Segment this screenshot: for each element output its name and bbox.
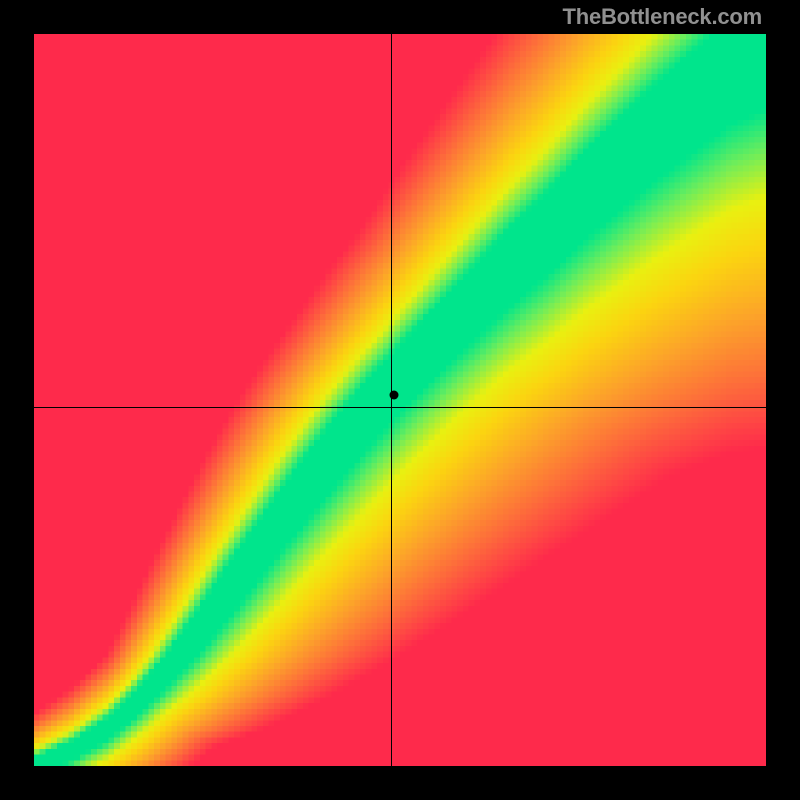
heatmap-canvas — [34, 34, 766, 766]
heatmap-plot — [34, 34, 766, 766]
crosshair-vertical — [391, 34, 392, 766]
marker-dot — [390, 390, 399, 399]
crosshair-horizontal — [34, 407, 766, 408]
watermark-text: TheBottleneck.com — [562, 4, 762, 30]
